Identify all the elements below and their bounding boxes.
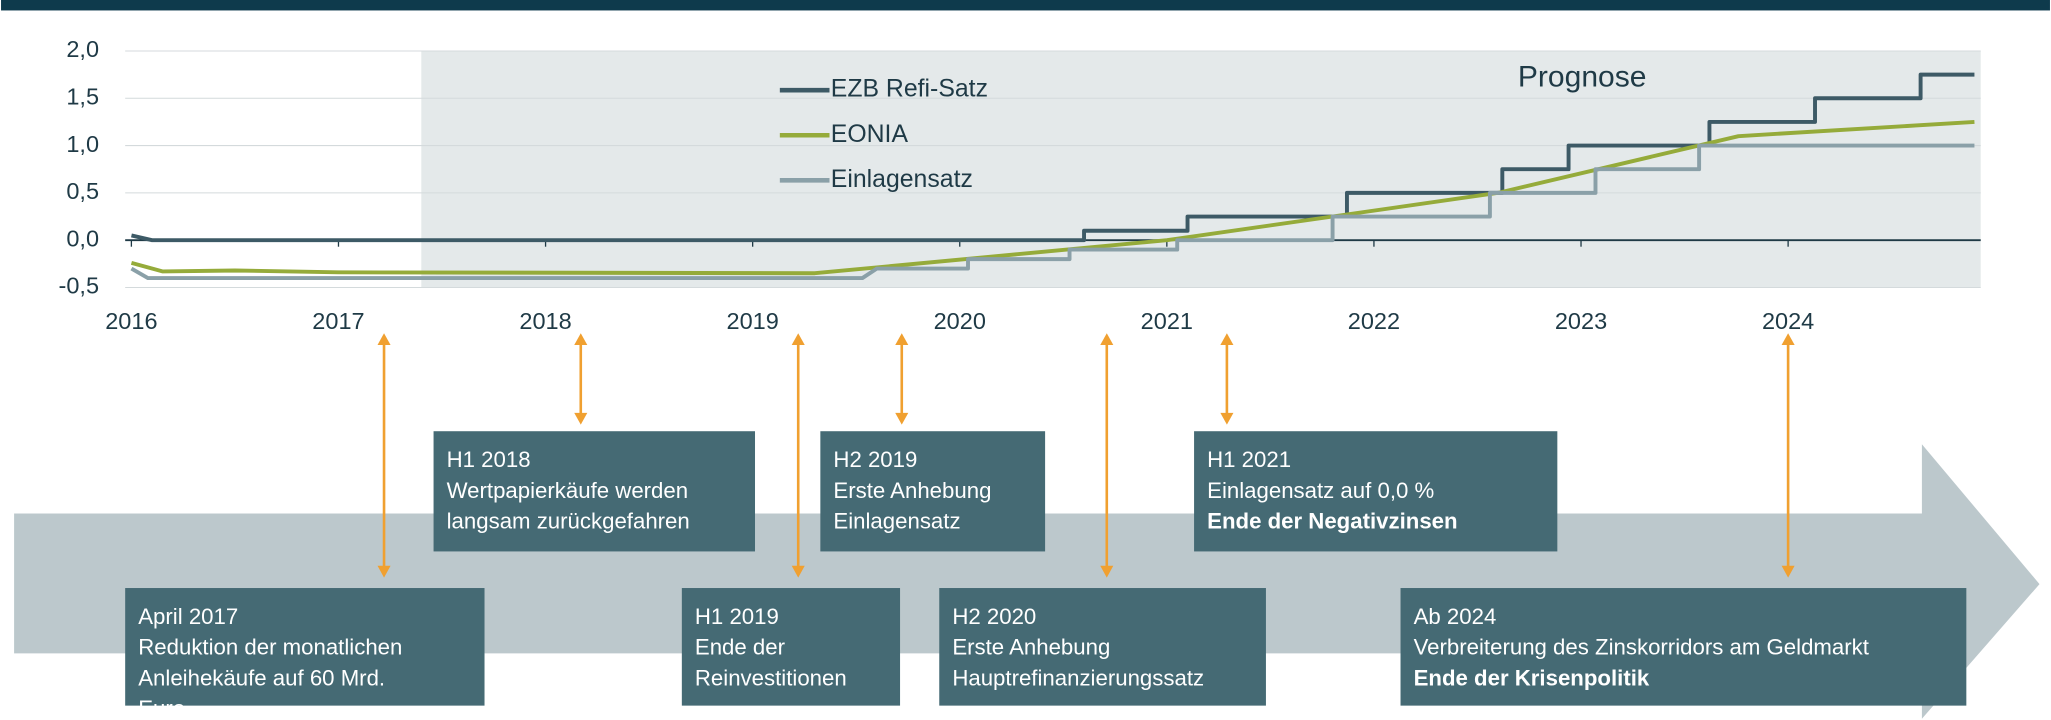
annotation-line: Einlagensatz [833, 509, 960, 534]
arrow-head [377, 333, 391, 345]
arrow-head [1100, 565, 1114, 578]
x-tick-label: 2017 [312, 308, 364, 334]
annotation-line: langsam zurückgefahren [447, 509, 690, 534]
annotation-headline: H1 2019 [695, 604, 779, 629]
arrow-head [574, 412, 588, 425]
annotation-box [681, 588, 901, 706]
annotation-headline: Ab 2024 [1414, 604, 1497, 629]
forecast-region [421, 50, 1981, 288]
x-tick-label: 2021 [1141, 308, 1193, 334]
x-tick-label: 2016 [105, 308, 157, 334]
y-tick-label: 1,0 [66, 131, 99, 157]
annotation-box [939, 588, 1266, 706]
top-bar [1, 0, 2050, 11]
annotation-line: Erste Anhebung [833, 478, 991, 503]
y-tick-label: -0,5 [59, 273, 100, 299]
arrow-head [1781, 565, 1795, 578]
legend-label: EZB Refi-Satz [831, 76, 988, 103]
arrow-head [791, 565, 805, 578]
annotation-headline: April 2017 [138, 604, 238, 629]
annotation-line: Erste Anhebung [952, 635, 1110, 660]
annotation-box [125, 588, 485, 706]
x-tick-label: 2018 [519, 308, 571, 334]
arrow-head [1220, 412, 1234, 425]
arrow-head [1220, 333, 1234, 345]
legend-label: EONIA [831, 121, 909, 148]
arrow-head [574, 333, 588, 345]
x-tick-label: 2023 [1555, 308, 1607, 334]
annotation-highlight: Ende der Krisenpolitik [1414, 665, 1650, 690]
x-tick-label: 2022 [1348, 308, 1400, 334]
y-tick-label: 2,0 [66, 36, 99, 62]
series-line [130, 119, 1975, 276]
annotation-line: Verbreiterung des Zinskorridors am Geldm… [1414, 635, 1869, 660]
series-line [130, 143, 1975, 281]
y-tick-label: 1,5 [66, 83, 99, 109]
annotation-line: Wertpapierkäufe werden [447, 478, 689, 503]
arrow-head [1781, 333, 1795, 345]
annotation-headline: H2 2020 [952, 604, 1036, 629]
annotation-line: Reinvestitionen [695, 665, 847, 690]
annotation-headline: H1 2021 [1207, 447, 1291, 472]
x-tick-label: 2019 [726, 308, 778, 334]
annotation-line: Ende der [695, 635, 786, 660]
arrow-head [895, 333, 909, 345]
arrow-head [377, 565, 391, 578]
y-tick-label: 0,5 [66, 178, 99, 204]
annotation-line: Anleihekäufe auf 60 Mrd. [138, 665, 385, 690]
annotation-line: Hauptrefinanzierungssatz [952, 665, 1204, 690]
annotation-box [1194, 431, 1558, 552]
arrow-head [791, 333, 805, 345]
annotation-headline: H1 2018 [447, 447, 531, 472]
annotation-line: Reduktion der monatlichen [138, 635, 402, 660]
legend-label: Einlagensatz [831, 166, 973, 193]
forecast-label: Prognose [1518, 60, 1647, 93]
x-tick-label: 2024 [1762, 308, 1814, 334]
x-tick-label: 2020 [934, 308, 986, 334]
y-tick-label: 0,0 [66, 225, 99, 251]
annotation-highlight: Ende der Negativzinsen [1207, 509, 1457, 534]
annotation-headline: H2 2019 [833, 447, 917, 472]
series-line [131, 72, 1975, 243]
arrow-head [895, 412, 909, 425]
annotation-box [1400, 588, 1967, 706]
annotation-line: Euro [138, 696, 185, 720]
arrow-head [1100, 333, 1114, 345]
annotation-box [820, 431, 1046, 552]
annotation-line: Einlagensatz auf 0,0 % [1207, 478, 1434, 503]
annotation-box [433, 431, 756, 552]
